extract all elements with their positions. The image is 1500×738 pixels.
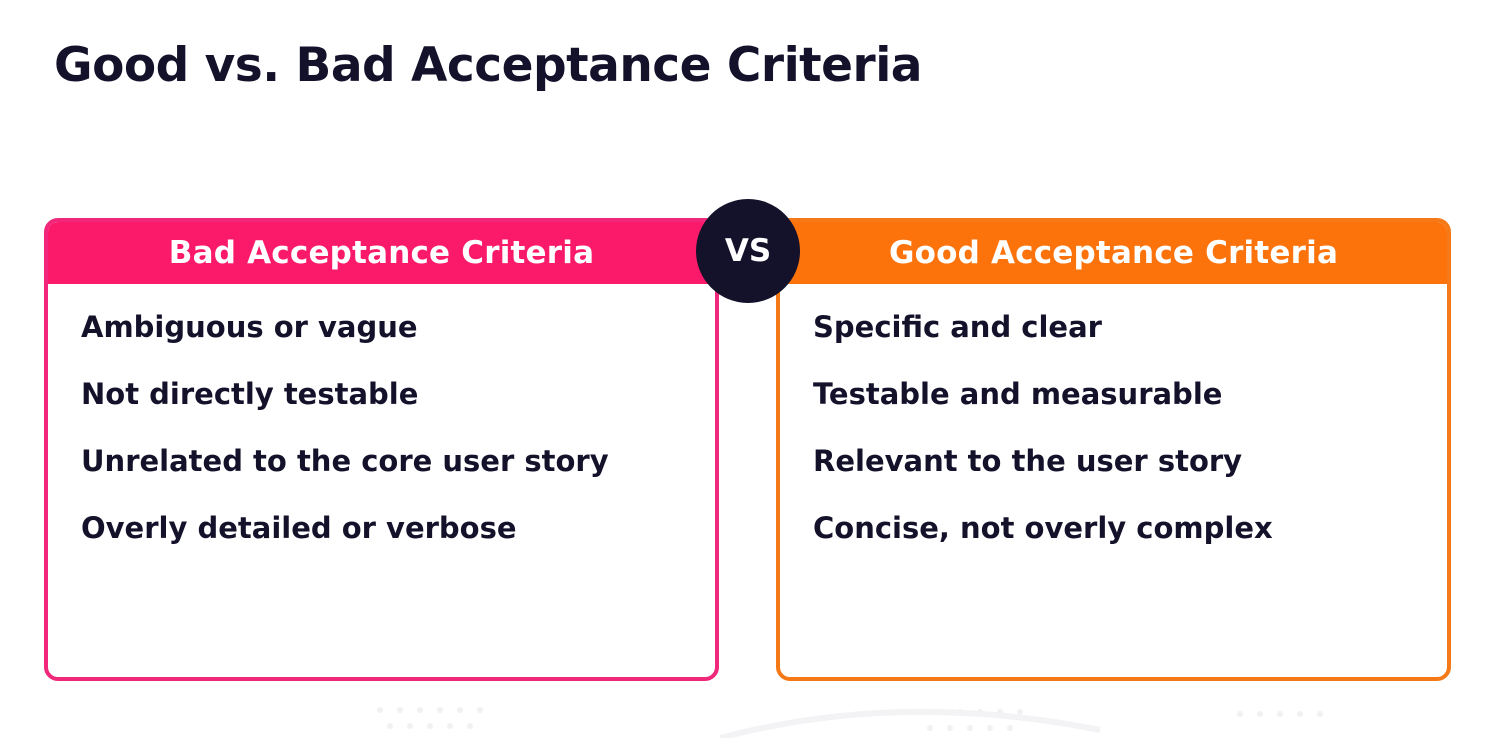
bad-criteria-header: Bad Acceptance Criteria xyxy=(48,222,715,284)
page-title: Good vs. Bad Acceptance Criteria xyxy=(54,38,923,93)
vs-badge: VS xyxy=(696,199,800,303)
list-item: Specific and clear xyxy=(813,310,1102,344)
list-item: Overly detailed or verbose xyxy=(81,511,517,545)
list-item: Relevant to the user story xyxy=(813,444,1243,478)
bad-criteria-card: Bad Acceptance Criteria Ambiguous or vag… xyxy=(44,218,719,681)
good-criteria-card: Good Acceptance Criteria Specific and cl… xyxy=(776,218,1451,681)
list-item: Unrelated to the core user story xyxy=(81,444,609,478)
list-item: Ambiguous or vague xyxy=(81,310,418,344)
background-dot-pattern xyxy=(377,707,1323,738)
list-item: Concise, not overly complex xyxy=(813,511,1273,545)
bad-criteria-list: Ambiguous or vague Not directly testable… xyxy=(48,284,715,545)
good-criteria-list: Specific and clear Testable and measurab… xyxy=(780,284,1447,545)
list-item: Not directly testable xyxy=(81,377,419,411)
good-criteria-header: Good Acceptance Criteria xyxy=(780,222,1447,284)
list-item: Testable and measurable xyxy=(813,377,1223,411)
